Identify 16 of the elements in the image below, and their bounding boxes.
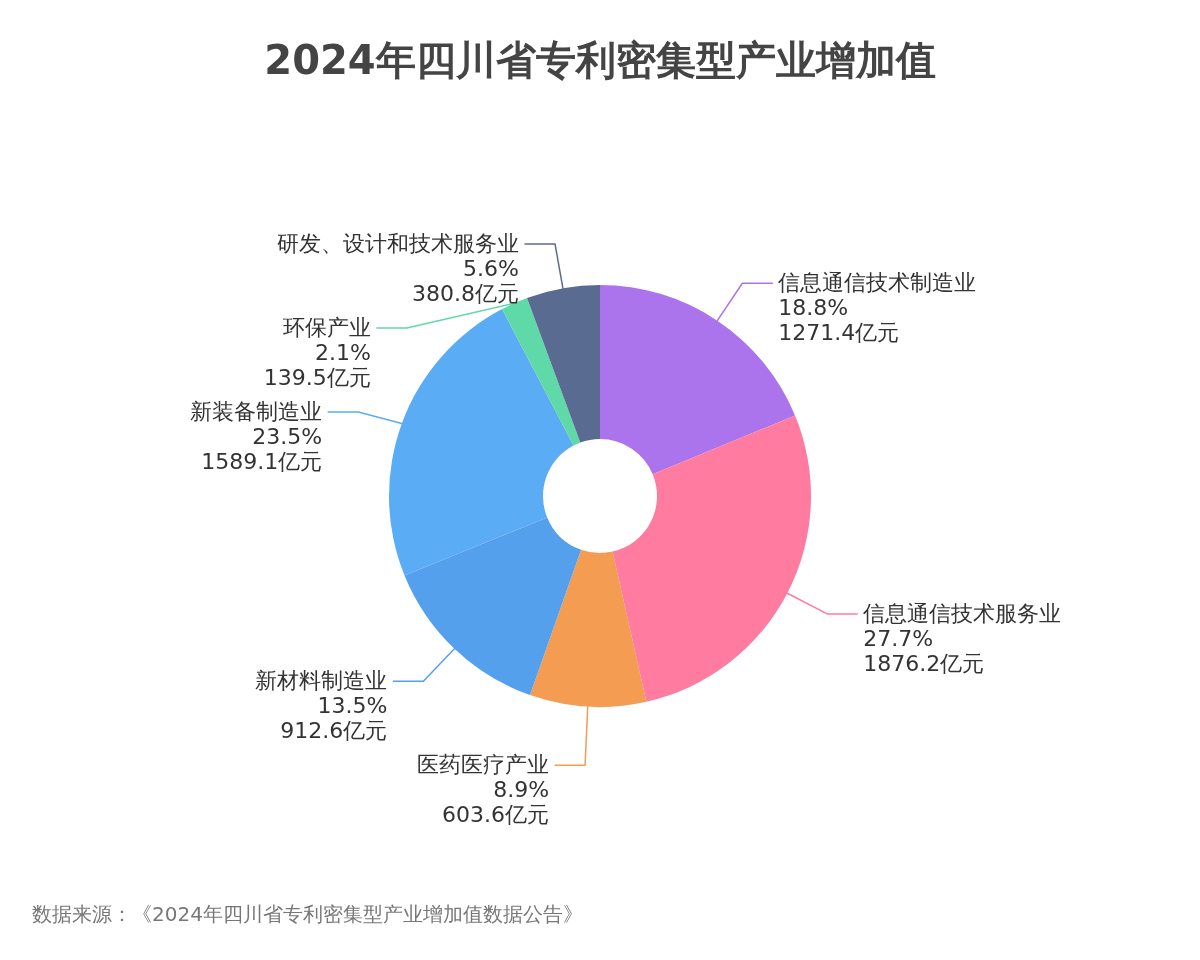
- data-label: 18.8% 1271.4亿元: [778, 295, 900, 346]
- chart-title: 2024年四川省专利密集型产业增加值: [264, 37, 936, 83]
- data-label: 23.5% 1589.1亿元: [201, 423, 323, 474]
- data-label: 2.1% 139.5亿元: [263, 339, 371, 390]
- data-label: 8.9% 603.6亿元: [442, 777, 550, 828]
- slice-label: 新装备制造业: [190, 398, 323, 424]
- slice-label: 环保产业: [282, 314, 371, 340]
- slice-label: 研发、设计和技术服务业: [277, 230, 520, 256]
- slice-label: 医药医疗产业: [417, 752, 550, 778]
- slice-label: 信息通信技术服务业: [863, 600, 1062, 626]
- data-label: 13.5% 912.6亿元: [280, 693, 388, 744]
- data-label: 5.6% 380.8亿元: [412, 255, 520, 306]
- source-note: 数据来源：《2024年四川省专利密集型产业增加值数据公告》: [32, 902, 583, 926]
- slice-label: 新材料制造业: [255, 668, 388, 694]
- slice-label: 信息通信技术制造业: [778, 270, 977, 296]
- data-label: 27.7% 1876.2亿元: [863, 625, 985, 676]
